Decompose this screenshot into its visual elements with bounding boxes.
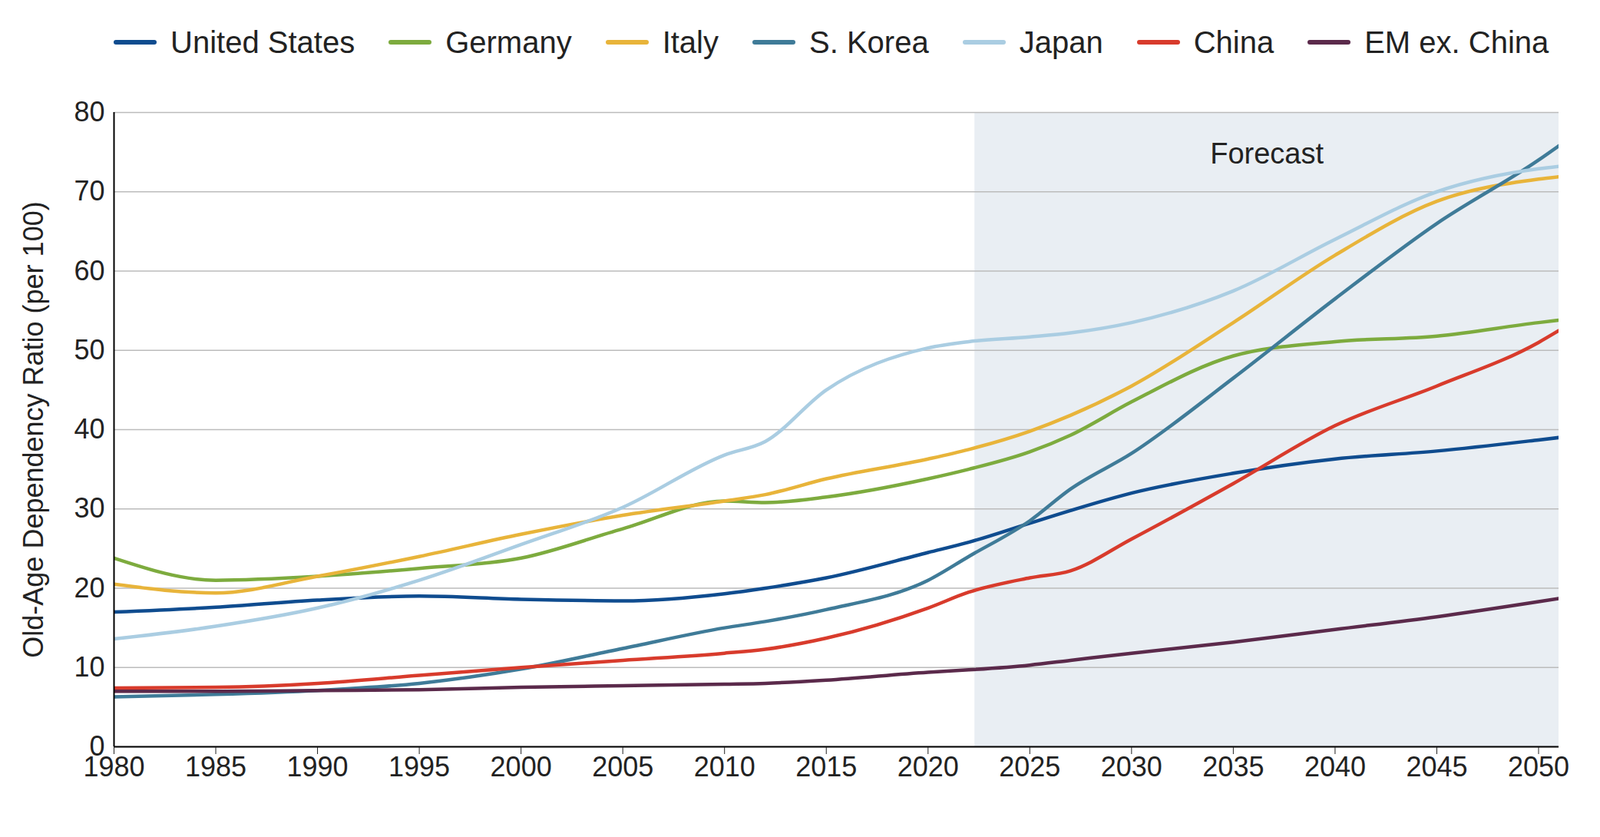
svg-text:0: 0 bbox=[89, 730, 105, 762]
svg-text:60: 60 bbox=[73, 254, 105, 287]
html-text:EM ex. China: EM ex. China bbox=[1364, 24, 1549, 59]
svg-text:Forecast: Forecast bbox=[1209, 137, 1324, 170]
svg-text:Old-Age Dependency Ratio (per: Old-Age Dependency Ratio (per 100) bbox=[17, 201, 50, 658]
svg-text:1990: 1990 bbox=[287, 750, 349, 783]
svg-text:2005: 2005 bbox=[591, 750, 654, 783]
svg-text:50: 50 bbox=[73, 333, 105, 366]
svg-text:20: 20 bbox=[73, 571, 105, 604]
svg-text:2050: 2050 bbox=[1507, 750, 1570, 783]
svg-text:70: 70 bbox=[73, 175, 105, 207]
svg-text:1995: 1995 bbox=[388, 750, 450, 783]
html-text:Italy: Italy bbox=[662, 24, 719, 59]
svg-text:2010: 2010 bbox=[694, 750, 756, 783]
svg-text:40: 40 bbox=[73, 413, 105, 445]
html-text:China: China bbox=[1193, 24, 1274, 59]
svg-text:1980: 1980 bbox=[82, 750, 145, 783]
svg-text:2000: 2000 bbox=[490, 750, 553, 783]
svg-text:2025: 2025 bbox=[998, 750, 1061, 783]
svg-text:10: 10 bbox=[73, 651, 105, 683]
svg-text:2030: 2030 bbox=[1100, 750, 1163, 783]
svg-text:2015: 2015 bbox=[795, 750, 857, 783]
svg-text:30: 30 bbox=[73, 492, 105, 524]
html-text:Germany: Germany bbox=[445, 24, 572, 59]
svg-text:2040: 2040 bbox=[1304, 750, 1366, 783]
html-text:Japan: Japan bbox=[1019, 24, 1103, 59]
svg-text:80: 80 bbox=[73, 95, 105, 128]
svg-text:2035: 2035 bbox=[1202, 750, 1264, 783]
svg-text:2045: 2045 bbox=[1405, 750, 1468, 783]
svg-text:1985: 1985 bbox=[185, 750, 247, 783]
svg-text:2020: 2020 bbox=[897, 750, 959, 783]
html-text:S. Korea: S. Korea bbox=[809, 24, 929, 59]
html-text:United States: United States bbox=[170, 24, 355, 59]
